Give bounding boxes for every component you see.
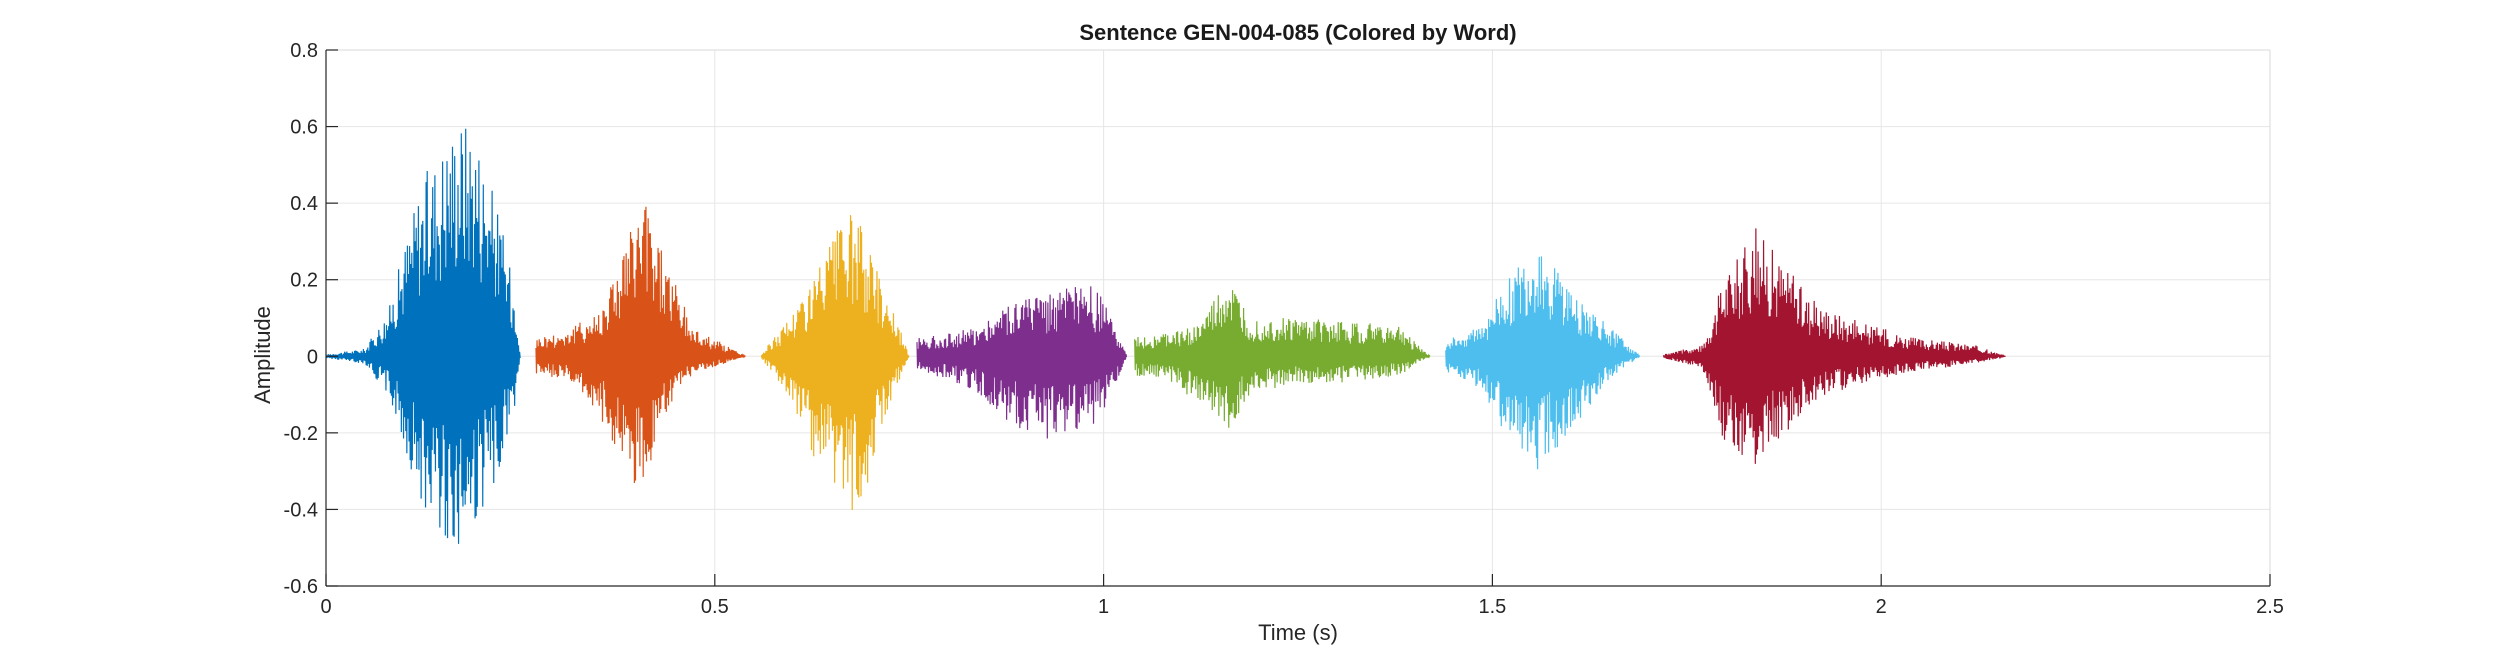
axes-layer: [325, 49, 2271, 587]
x-tick-label: 2: [1876, 596, 1887, 618]
waveform-series-5: [1134, 290, 1431, 428]
text-layer: Sentence GEN-004-085 (Colored by Word) T…: [250, 20, 2284, 645]
waveform-series-6: [1445, 256, 1641, 470]
y-tick-label: 0: [307, 346, 318, 368]
x-tick-label: 0.5: [701, 596, 729, 618]
y-tick-label: -0.4: [284, 499, 318, 521]
x-tick-label: 1.5: [1478, 596, 1506, 618]
y-tick-label: 0.6: [290, 117, 318, 139]
x-axis-label: Time (s): [1258, 620, 1338, 645]
y-axis-label: Amplitude: [250, 306, 275, 404]
y-tick-label: -0.6: [284, 576, 318, 598]
waveform-series-4: [916, 286, 1128, 439]
waveform-series-1: [325, 128, 521, 544]
x-tick-label: 0: [320, 596, 331, 618]
waveform-series-3: [760, 215, 910, 510]
series-layer: [325, 128, 2006, 544]
x-tick-label: 2.5: [2256, 596, 2284, 618]
y-tick-label: 0.8: [290, 40, 318, 62]
waveform-series-7: [1662, 228, 2006, 464]
y-tick-label: 0.4: [290, 193, 318, 215]
x-tick-label: 1: [1098, 596, 1109, 618]
y-tick-label: -0.2: [284, 423, 318, 445]
y-tick-label: 0.2: [290, 270, 318, 292]
waveform-series-2: [535, 206, 746, 484]
chart-title: Sentence GEN-004-085 (Colored by Word): [1079, 20, 1516, 45]
